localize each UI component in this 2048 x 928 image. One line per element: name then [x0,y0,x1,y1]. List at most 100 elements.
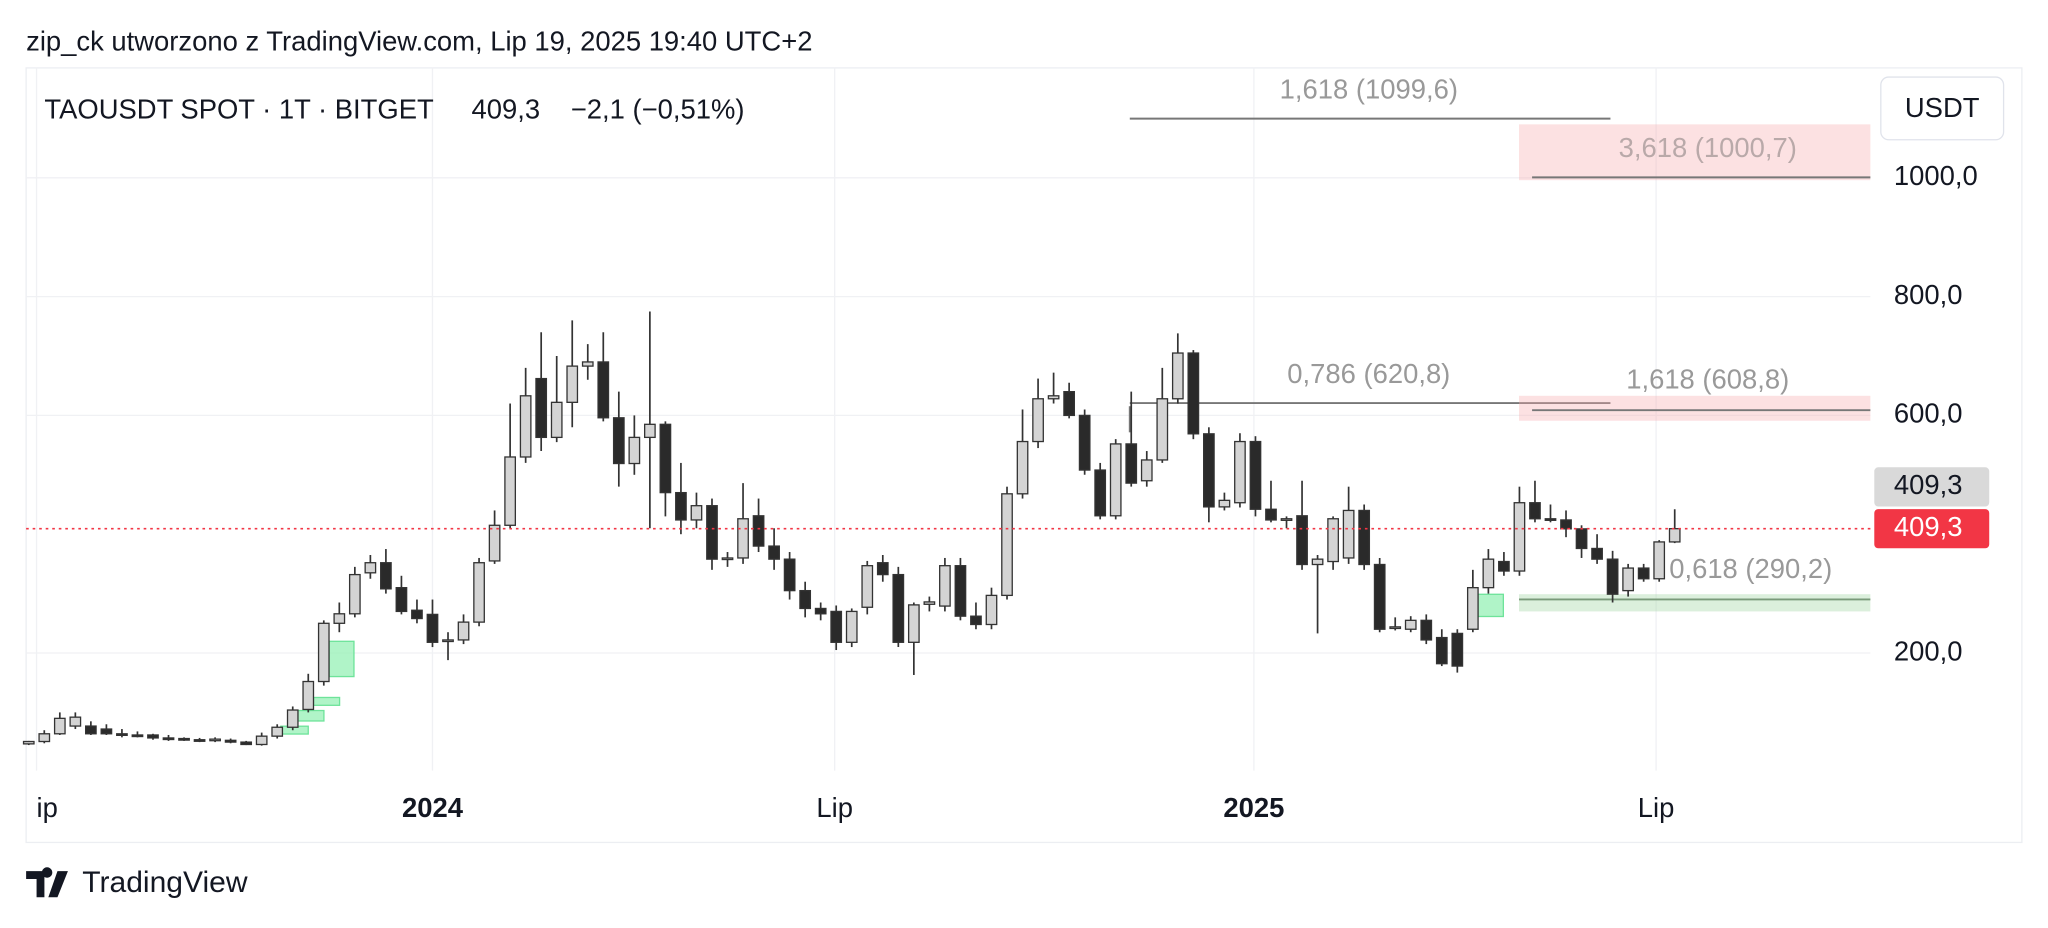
candle-body [1218,499,1231,508]
x-tick-label: ip [37,792,58,823]
candle-body [752,515,765,547]
candle-body [1249,440,1262,510]
footer: TradingView [82,866,248,899]
candle-body [1327,518,1339,563]
candle-body [348,573,361,615]
price-label: 409,3 [1894,511,1963,542]
price-label: 409,3 [1894,469,1963,500]
candle-body [1001,493,1013,597]
logo [26,867,68,898]
price-label-box [1874,467,1990,507]
candle-body [1451,632,1464,667]
candle-body [939,565,951,607]
highlight-box [328,640,355,678]
candle-body [1482,558,1495,589]
candle-body [1404,619,1417,630]
candle-body [519,395,532,458]
candle-body [706,505,718,560]
symbol-title: TAOUSDT SPOT · 1T · BITGET [44,93,434,124]
candle-body [442,639,454,643]
candle-body [302,680,315,711]
candle-body [411,609,423,620]
candle-body [1373,563,1386,630]
candle-body [814,607,827,615]
candle-body [768,545,780,560]
currency-box[interactable] [1880,76,2005,141]
highlight-box [1475,593,1504,618]
candle-body [985,594,998,626]
candle-body [22,740,35,745]
candle-body [224,739,237,743]
candle-body [1016,440,1029,495]
candle-body [1622,567,1635,592]
candle-body [131,734,144,738]
fib-label: 1,618 (1099,6) [1280,73,1458,104]
candle-body [1109,443,1122,517]
legend-price: 409,3 [472,93,541,124]
candle-body [659,423,672,494]
candle-body [1575,528,1588,550]
candle-body [550,401,563,439]
legend-change: −2,1 (−0,51%) [571,93,745,124]
candle-body [581,361,594,367]
candle-body [1280,518,1293,521]
highlight-box [297,709,325,722]
candle-body [473,562,485,623]
candle-body [1591,547,1603,560]
candle-body [317,622,330,683]
candle-body [162,737,175,741]
candle-body [84,725,97,735]
fib-label: 0,786 (620,8) [1287,358,1450,389]
candle-body [240,741,253,746]
candle-body [1140,459,1153,482]
header: zip_ck utworzono z TradingView.com, Lip … [26,25,812,56]
fib-zone [1519,395,1871,421]
x-tick-label: 2024 [402,792,464,823]
candle-body [1420,619,1433,641]
candle-body [1342,509,1355,559]
footer-logo [26,867,68,898]
candle-body [271,726,284,737]
fib-zone [1519,594,1871,612]
candle-body [1156,398,1169,461]
candle-body [907,604,920,643]
candle-body [566,365,579,403]
candle-body [286,709,299,728]
candle-body [1389,626,1402,630]
candle-body [612,417,625,465]
candle-body [737,518,749,559]
candle-body [255,735,268,746]
candle-body [1125,443,1138,484]
candle-body [1296,515,1308,566]
candle-body [380,562,392,590]
candle-body [1311,558,1324,566]
y-tick-label: 800,0 [1894,279,1963,310]
candle-body [1094,469,1107,517]
candle-body [535,377,548,439]
candle-body [1544,518,1557,521]
candle-body [1063,390,1076,417]
x-tick-label: Lip [1638,792,1675,823]
candle-body [1078,414,1091,471]
y-tick-label: 200,0 [1894,635,1963,666]
candle-body [1203,433,1215,508]
candle-body [1513,502,1526,572]
fib-label: 0,618 (290,2) [1669,553,1832,584]
y-tick-label: 600,0 [1894,398,1963,429]
candle-body [830,610,843,643]
candle-body [1606,558,1619,595]
currency[interactable]: USDT [1905,92,1980,123]
candle-body [876,562,889,576]
candle-body [147,734,159,739]
candle-body [193,739,206,742]
candle-body [845,610,858,643]
candle-body [488,524,501,562]
candle-body [1171,352,1184,400]
highlight-box [312,696,341,706]
chart-frame [25,67,2023,844]
candle-body [395,587,408,613]
y-tick-label: 1000,0 [1894,160,1978,191]
candle-body [721,557,734,561]
candle-body [1358,509,1371,566]
